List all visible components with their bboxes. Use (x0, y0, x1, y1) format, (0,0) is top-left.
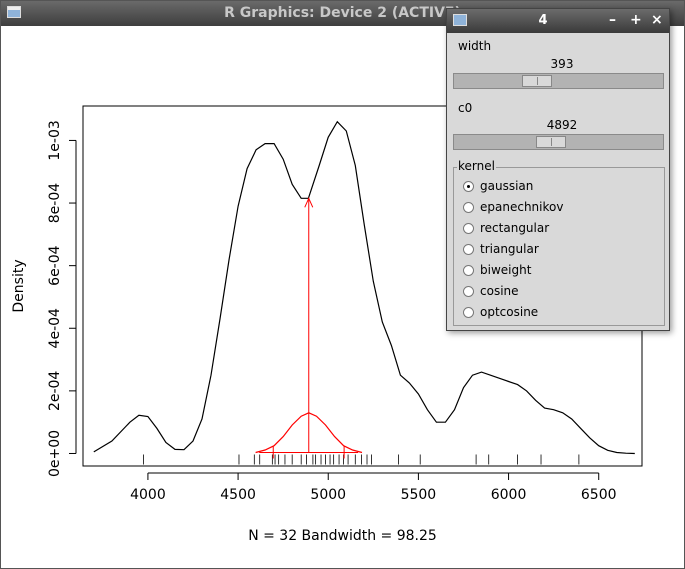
main-titlebar[interactable]: R Graphics: Device 2 (ACTIVE) (1, 1, 684, 26)
radio-button[interactable] (463, 265, 474, 276)
radio-button[interactable] (463, 244, 474, 255)
window-icon (453, 14, 467, 26)
main-window-title: R Graphics: Device 2 (ACTIVE) (224, 5, 461, 21)
width-value: 393 (550, 57, 574, 71)
radio-label: optcosine (480, 305, 539, 319)
c0-value: 4892 (546, 118, 578, 132)
c0-slider[interactable] (453, 134, 664, 150)
radio-label: gaussian (480, 179, 534, 193)
window-icon (7, 6, 21, 18)
y-tick-label: 0e+00 (47, 430, 63, 477)
width-label: width (458, 39, 492, 53)
x-tick-label: 6500 (581, 487, 617, 503)
radio-label: triangular (480, 242, 539, 256)
control-window-title: 4 (538, 13, 548, 28)
y-tick-label: 8e-04 (47, 183, 63, 223)
radio-label: cosine (480, 284, 519, 298)
y-tick-label: 4e-04 (47, 308, 63, 348)
kernel-group (453, 167, 665, 326)
c0-slider-handle[interactable] (536, 136, 567, 148)
x-tick-label: 4500 (220, 487, 256, 503)
density-plot: 4000 4500 5000 5500 6000 6500 0e+00 2e-04 4e-04 6… (11, 105, 643, 544)
x-axis-title: N = 32 Bandwidth = 98.25 (248, 528, 437, 544)
density-curve (93, 120, 635, 455)
radio-button[interactable] (463, 286, 474, 297)
minimize-button[interactable]: – (609, 12, 616, 28)
width-slider-handle[interactable] (522, 75, 553, 87)
x-tick-label: 4000 (130, 487, 166, 503)
y-tick-label: 2e-04 (47, 371, 63, 411)
radio-label: epanechnikov (480, 200, 564, 214)
radio-button[interactable] (463, 223, 474, 234)
x-tick-label: 6000 (491, 487, 527, 503)
c0-label: c0 (458, 101, 473, 115)
y-tick-label: 6e-04 (47, 245, 63, 285)
x-tick-label: 5500 (401, 487, 437, 503)
x-tick-label: 5000 (310, 487, 346, 503)
control-window: 4 – + × width 393 c0 4892 kernel gaussia… (446, 8, 670, 331)
y-axis-title: Density (11, 259, 27, 312)
radio-label: biweight (480, 263, 532, 277)
c0-arrowhead (304, 197, 314, 208)
kernel-group-label: kernel (457, 159, 496, 173)
radio-button[interactable] (463, 307, 474, 318)
radio-button[interactable] (463, 202, 474, 213)
maximize-button[interactable]: + (630, 12, 642, 28)
close-button[interactable]: × (651, 12, 663, 28)
radio-button[interactable] (463, 181, 474, 192)
width-slider[interactable] (453, 73, 664, 89)
y-tick-label: 1e-03 (47, 120, 63, 160)
radio-label: rectangular (480, 221, 550, 235)
control-titlebar[interactable]: 4 – + × (447, 9, 669, 33)
